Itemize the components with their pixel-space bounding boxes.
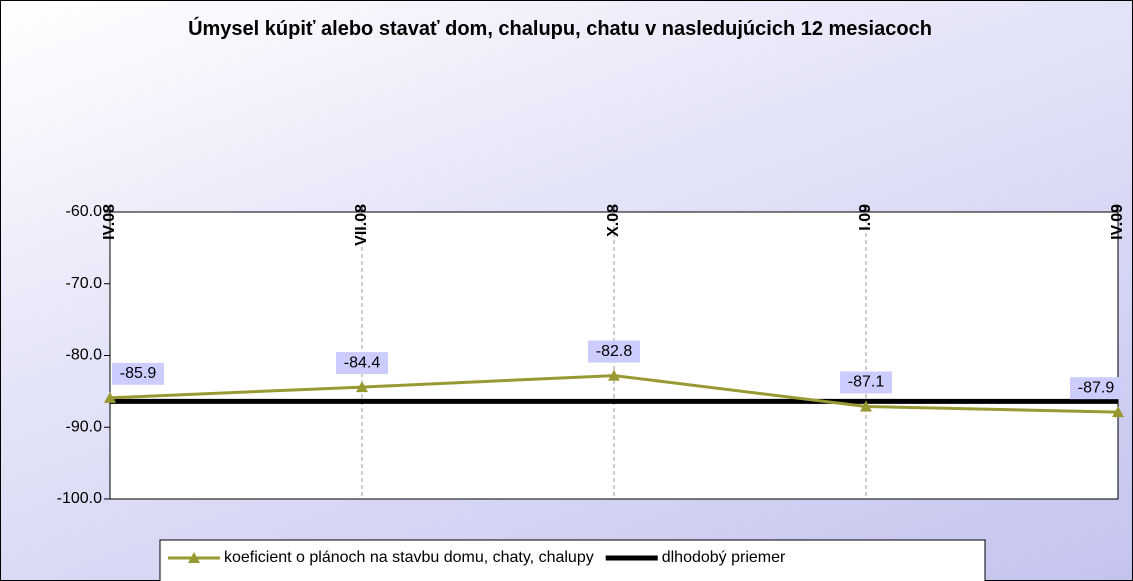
y-tick-label: -80.0 <box>66 347 103 364</box>
data-label-bg <box>336 352 388 375</box>
x-tick-label: IV.09 <box>1109 204 1126 240</box>
data-label-bg <box>588 340 640 363</box>
data-label-bg <box>840 371 892 394</box>
chart-title: Úmysel kúpiť alebo stavať dom, chalupu, … <box>188 18 932 40</box>
marker <box>1112 406 1124 418</box>
marker <box>860 400 872 412</box>
marker <box>608 369 620 381</box>
y-tick-label: -60.0 <box>66 203 103 220</box>
marker <box>104 391 116 403</box>
data-label: -85.9 <box>120 365 157 382</box>
y-tick-label: -100.0 <box>57 490 102 507</box>
data-label-bg <box>1070 377 1122 400</box>
data-label: -87.1 <box>848 374 885 391</box>
legend-box <box>159 539 986 581</box>
y-tick-label: -90.0 <box>66 418 103 435</box>
legend-label: dlhodobý priemer <box>662 549 786 566</box>
data-label: -82.8 <box>596 343 633 360</box>
legend-marker <box>188 552 200 563</box>
legend-label: koeficient o plánoch na stavbu domu, cha… <box>224 549 594 566</box>
y-tick-label: -70.0 <box>66 275 103 292</box>
x-tick-label: IV.08 <box>101 204 118 240</box>
data-label: -84.4 <box>344 354 381 371</box>
data-label: -87.9 <box>1078 379 1115 396</box>
data-label-bg <box>112 362 164 385</box>
x-tick-label: VII.08 <box>353 204 370 246</box>
marker <box>356 381 368 393</box>
x-tick-label: X.08 <box>605 204 622 237</box>
x-tick-label: I.09 <box>857 204 874 231</box>
